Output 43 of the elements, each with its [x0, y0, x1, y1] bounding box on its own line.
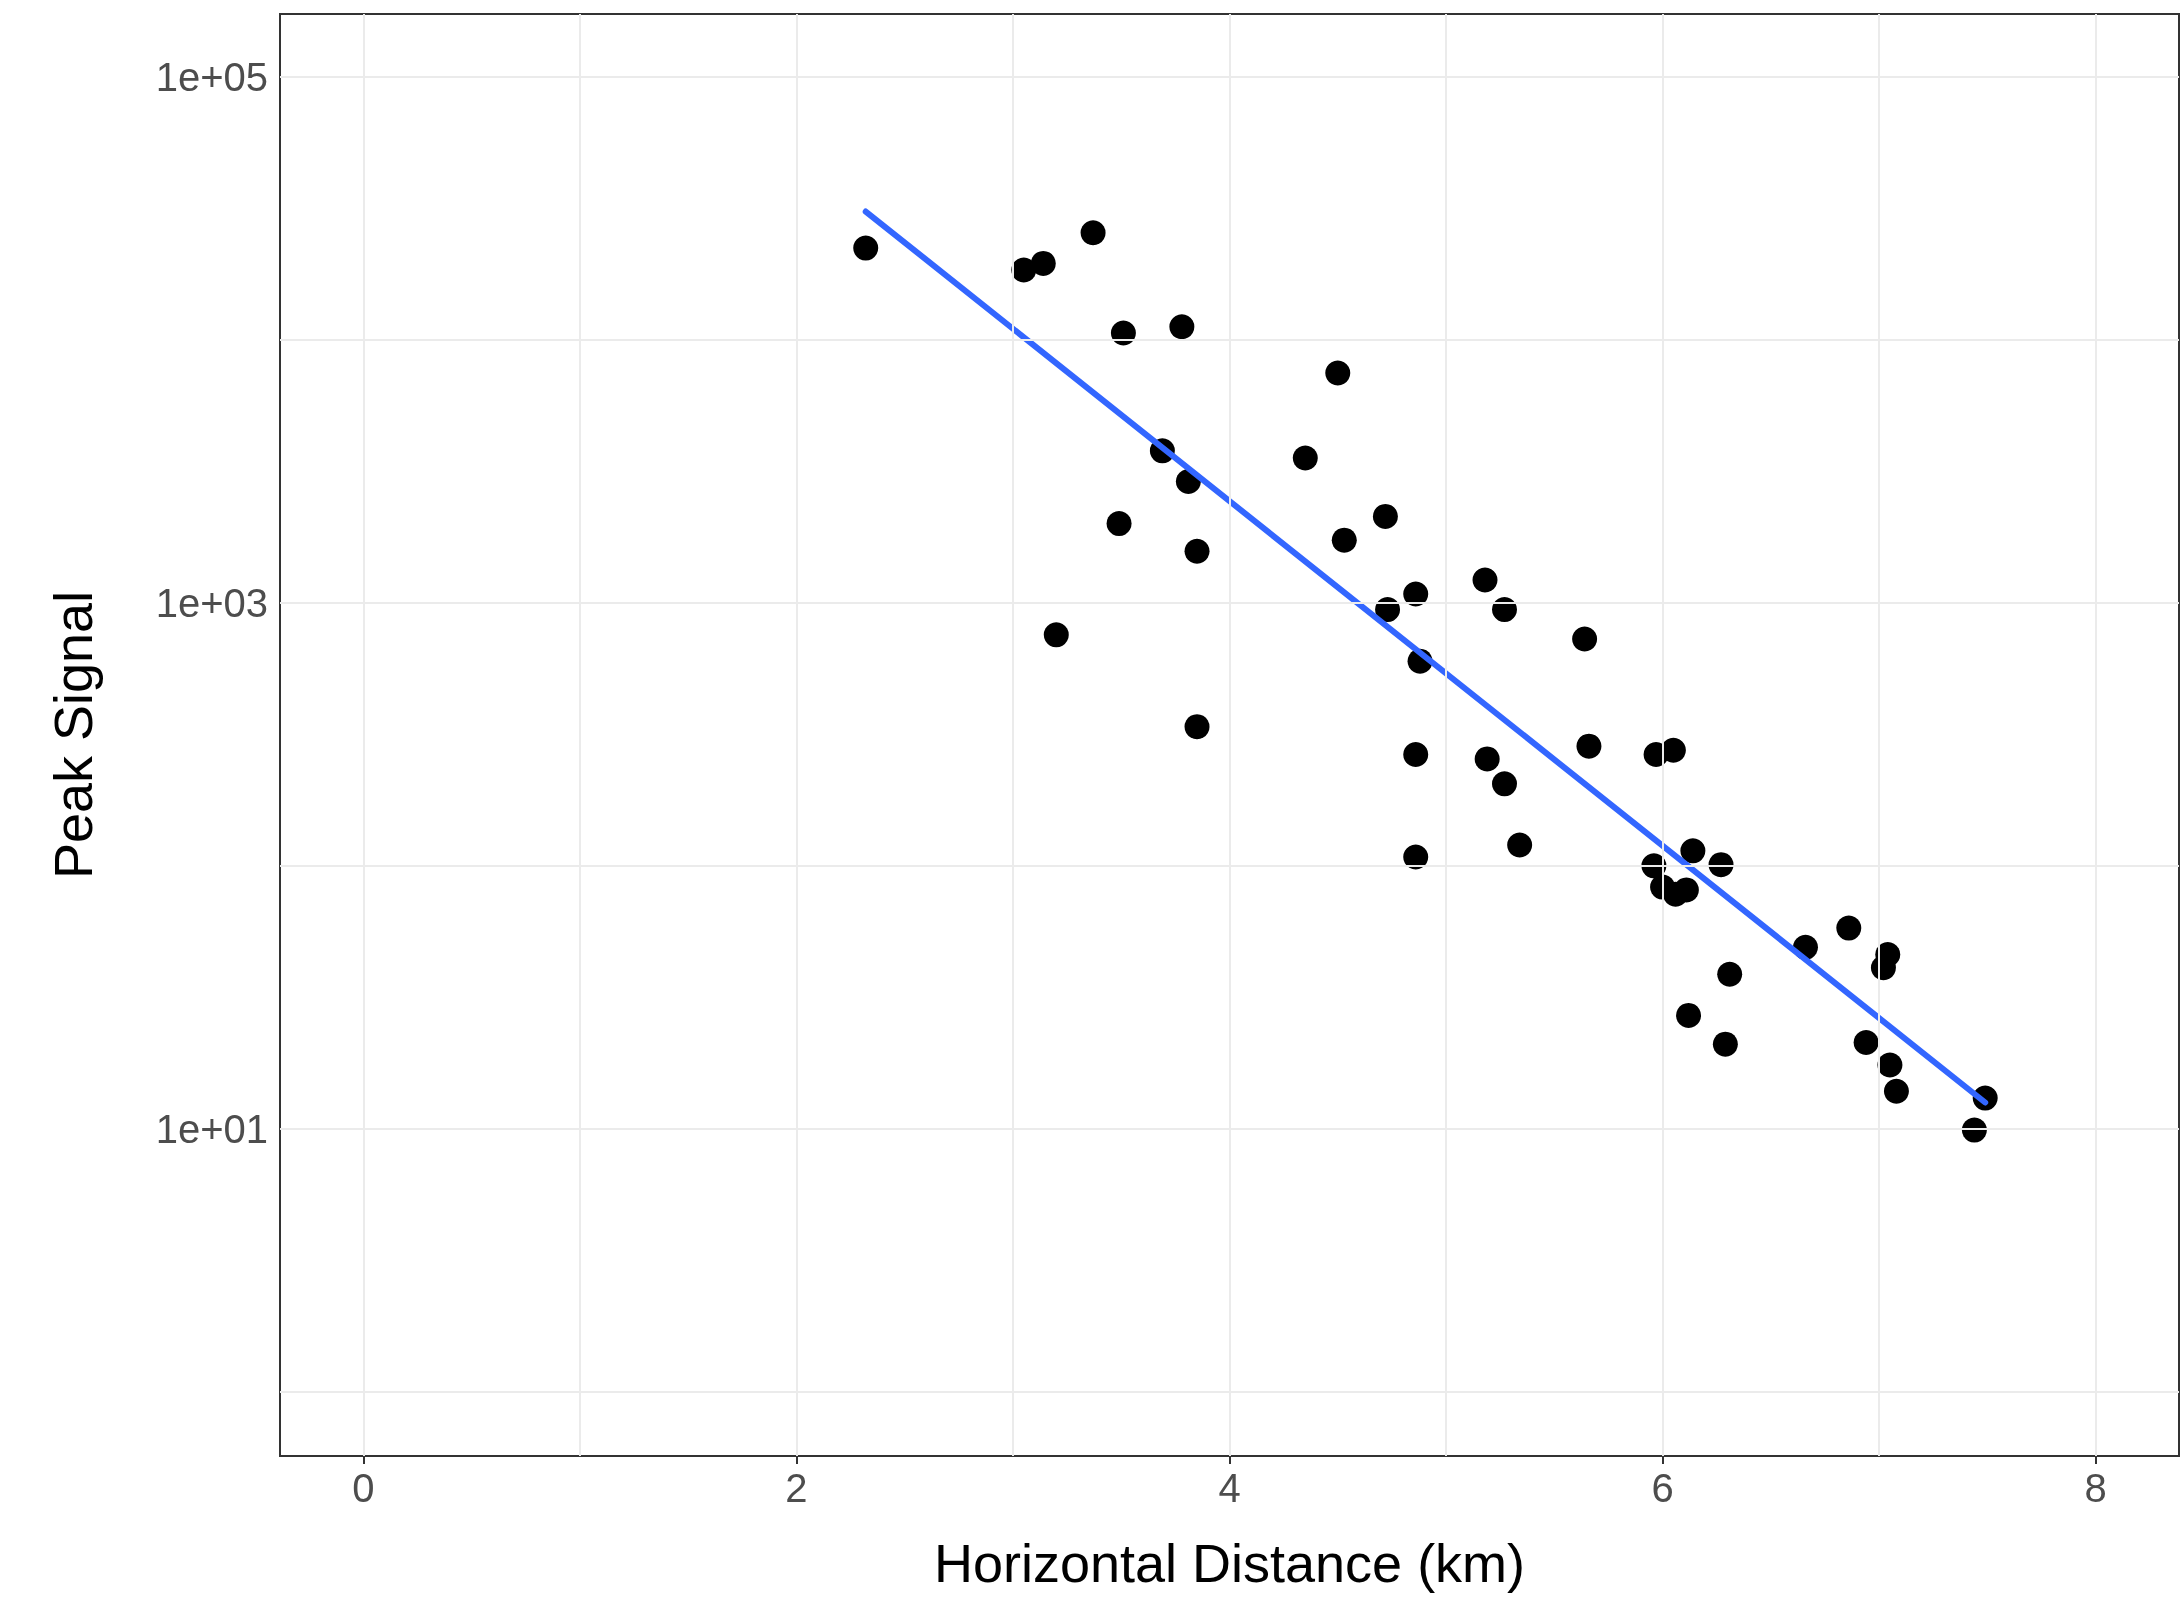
point: [1403, 844, 1429, 870]
point: [1030, 250, 1056, 276]
point: [1836, 915, 1862, 941]
x-tick-label: 0: [352, 1466, 375, 1510]
point: [1576, 733, 1602, 759]
point: [1673, 877, 1699, 903]
point: [1883, 1078, 1909, 1104]
x-tick-label: 6: [1651, 1466, 1674, 1510]
point: [1712, 1031, 1738, 1057]
point: [1184, 538, 1210, 564]
point: [1680, 838, 1706, 864]
point: [1492, 597, 1517, 623]
y-tick-label: 1e+05: [155, 54, 268, 99]
point: [1184, 714, 1210, 740]
point: [1472, 567, 1498, 593]
y-axis-title: Peak Signal: [43, 590, 103, 880]
point: [1043, 622, 1069, 648]
point: [1492, 771, 1517, 797]
point: [1853, 1030, 1879, 1056]
point: [1169, 314, 1195, 340]
point: [1110, 320, 1136, 346]
point: [1372, 503, 1398, 529]
point: [1507, 832, 1533, 858]
point: [1331, 527, 1357, 553]
point: [1877, 1052, 1903, 1078]
point: [853, 235, 879, 261]
x-tick-label: 2: [785, 1466, 808, 1510]
point: [1292, 445, 1318, 471]
point: [1474, 746, 1500, 772]
point: [1717, 961, 1743, 987]
point: [1325, 360, 1351, 386]
x-tick-label: 8: [2084, 1466, 2107, 1510]
x-tick-label: 4: [1218, 1466, 1241, 1510]
point: [1403, 742, 1429, 767]
x-axis-title: Horizontal Distance (km): [933, 1533, 1526, 1593]
point: [1106, 511, 1132, 537]
y-tick-label: 1e+03: [155, 580, 268, 625]
point: [1403, 581, 1429, 607]
point: [1676, 1002, 1702, 1028]
y-tick-label: 1e+01: [155, 1106, 268, 1151]
point: [1870, 955, 1896, 981]
point: [1080, 220, 1106, 246]
point: [1572, 626, 1598, 652]
